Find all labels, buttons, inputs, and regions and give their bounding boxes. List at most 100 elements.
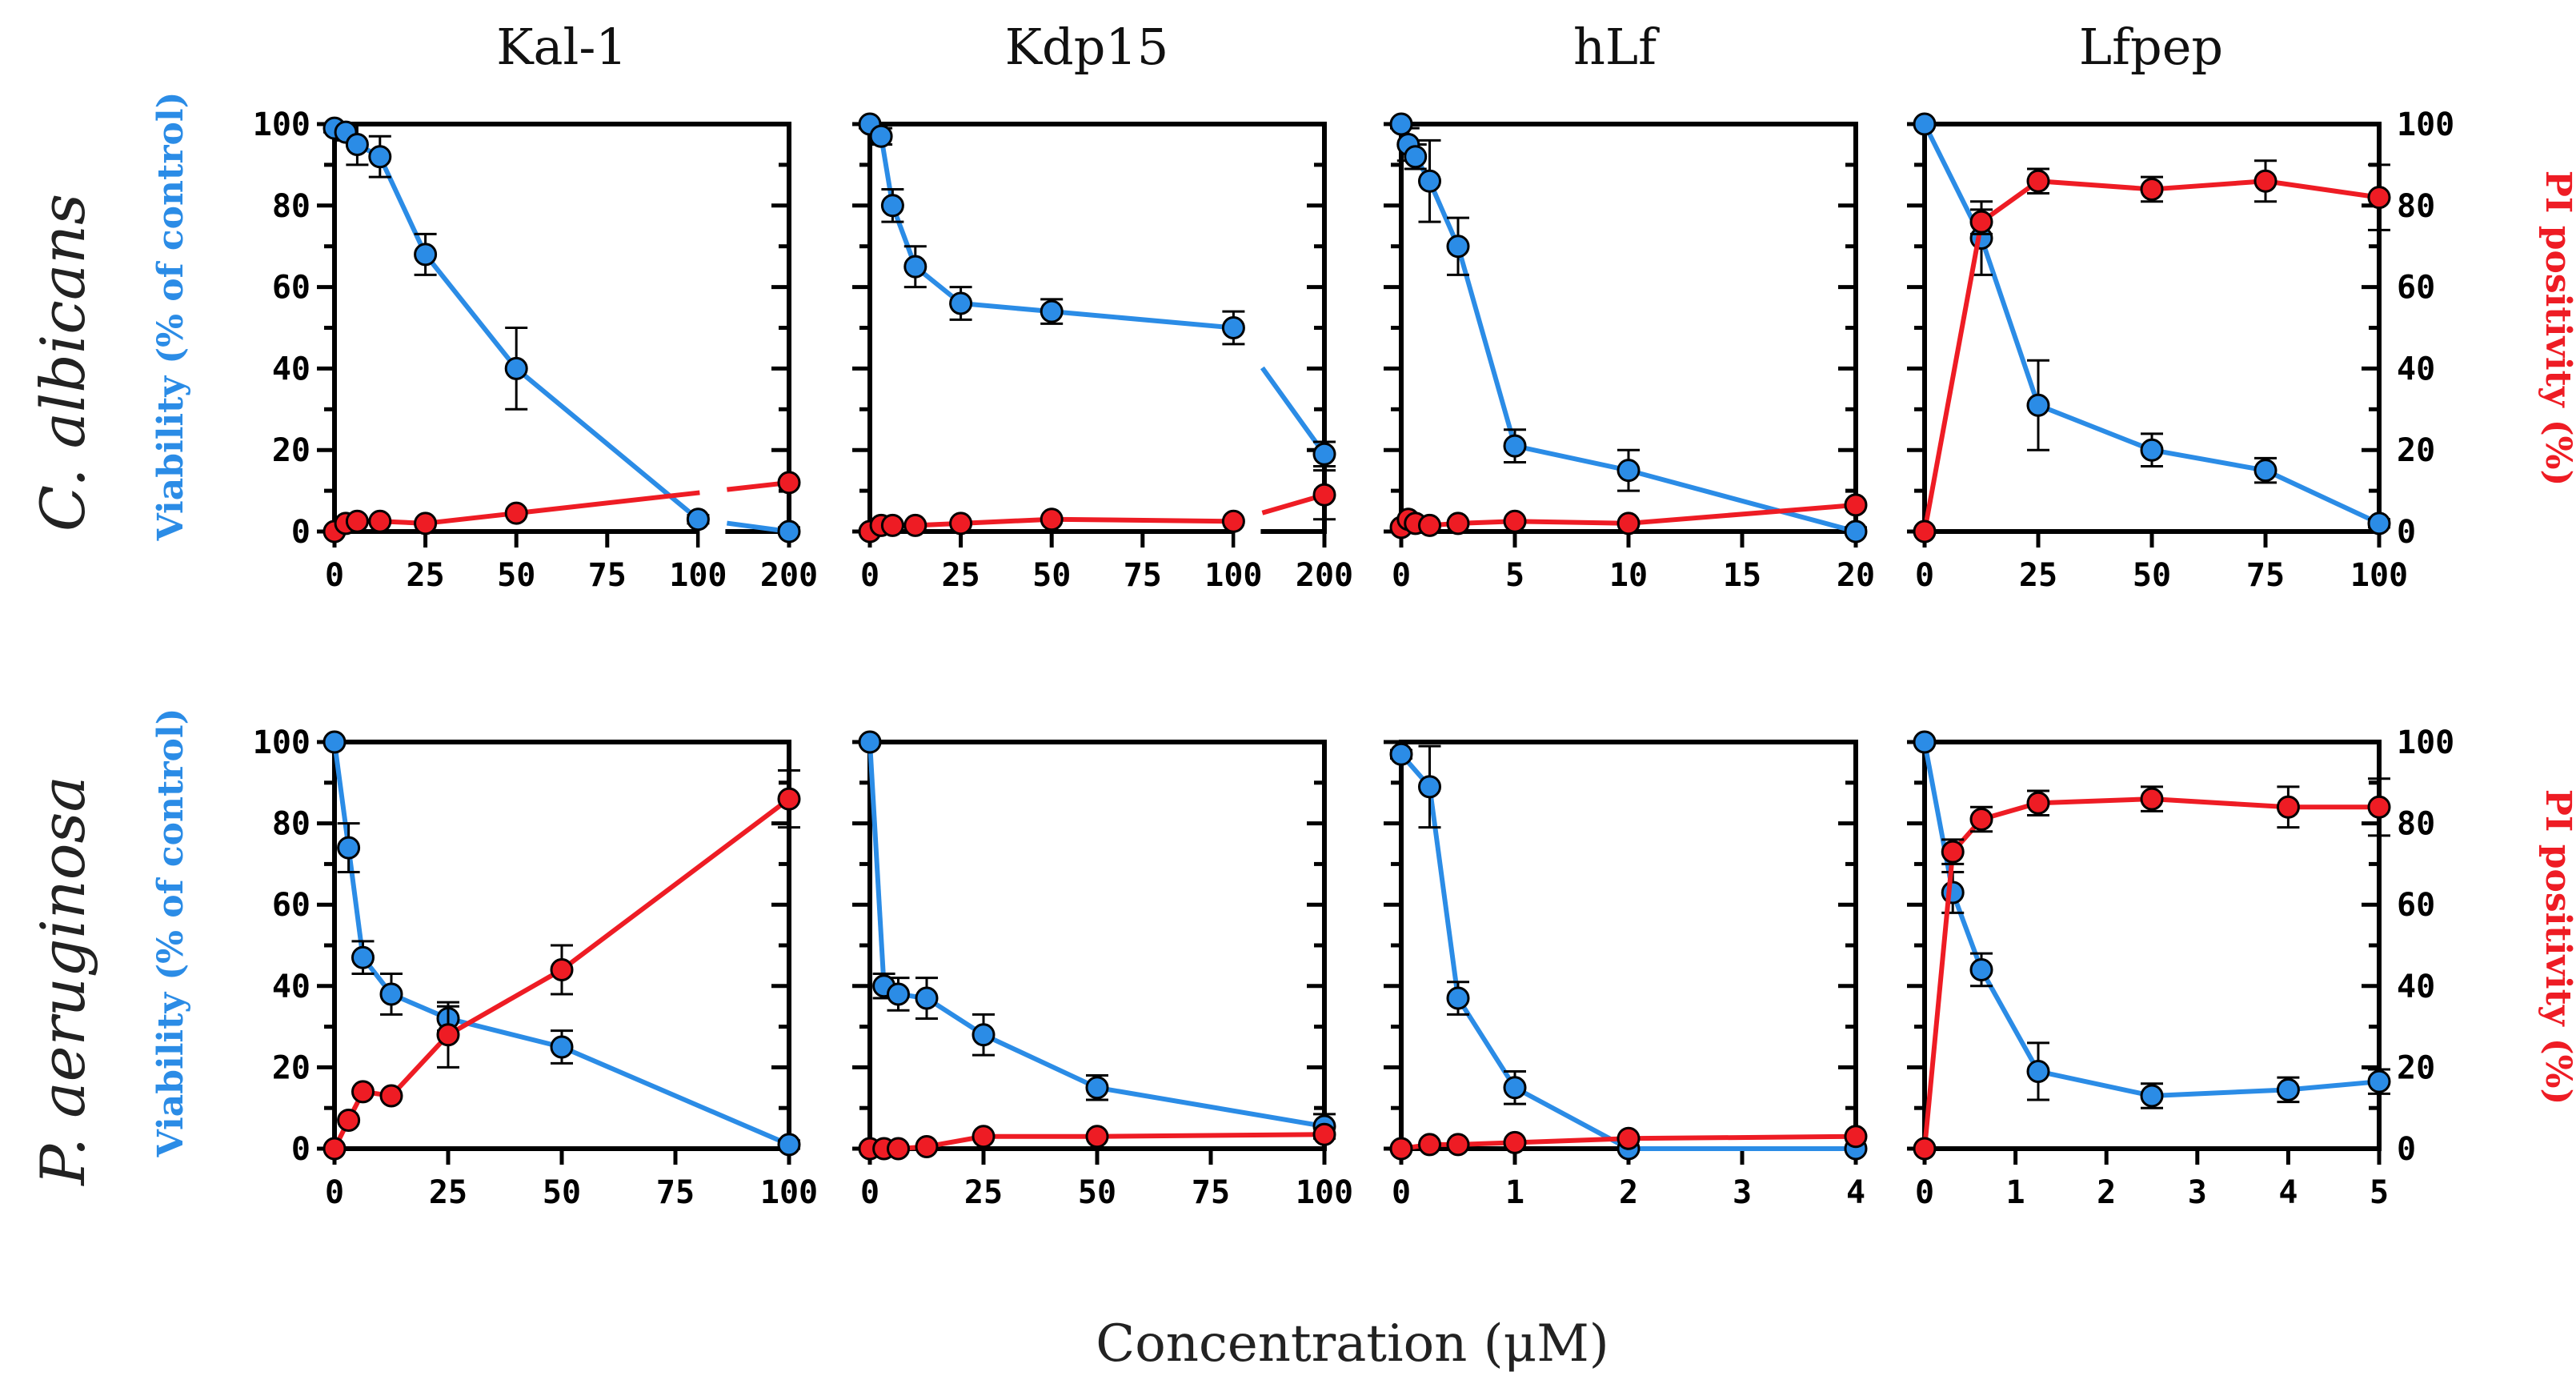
pi-point [1844,493,1868,517]
series-line [2265,179,2380,200]
series-line [1456,245,1517,447]
y-tick-label: 40 [272,351,310,387]
pi-point [2140,177,2164,201]
pi-point [1969,210,1993,234]
viability-point [414,243,438,267]
pi-series [323,471,801,544]
x-tick-label: 200 [760,557,818,594]
pi-point [2026,169,2050,193]
pi-series [1913,159,2391,544]
row-title-top: C. albicans [27,194,98,532]
x-tick-label: 4 [2278,1174,2298,1211]
series-line [378,155,428,256]
series-line [2151,447,2266,473]
viability-point [379,982,403,1006]
viability-point [1312,442,1336,466]
viability-point [887,982,910,1006]
pi-point [949,511,973,536]
pi-point [1617,1126,1641,1150]
viability-point [351,945,375,969]
viability-point [1389,742,1413,766]
y-tick-label: 20 [272,1049,310,1086]
x-tick-label: 0 [325,557,344,594]
y-tick-label: 100 [253,724,310,761]
viability-point [686,507,710,532]
y2-tick-label: 40 [2397,351,2435,387]
panel-1-4: 0 20 40 60 80 100 0 25 50 75 100 [1907,106,2454,594]
pi-point [323,1137,347,1161]
pi-point [1085,1125,1109,1149]
viability-point [1969,957,1993,981]
viability-point [1040,299,1064,323]
series-line [1096,1132,1325,1139]
pi-point [2026,791,2050,815]
series-line [2037,796,2153,806]
column-title-2: Kdp15 [1005,18,1169,76]
x-tick-label: 1 [1505,1174,1524,1211]
y-tick-label: 20 [272,432,310,469]
viability-point [1389,112,1413,136]
pi-point [972,1125,996,1149]
viability-point [368,145,392,169]
viability-point [903,255,927,279]
panel-2-1: 0 20 40 60 80 100 0 25 50 75 100 [253,724,818,1211]
series-line [389,1033,451,1098]
series-line [982,1033,1099,1090]
series-line [560,1045,791,1147]
y-tick-label: 80 [272,188,310,225]
y-tick-label: 100 [253,106,310,143]
viability-series [1913,730,2391,1109]
x-tick-label: 0 [1915,557,1934,594]
pi-point [915,1134,939,1158]
x-tick-label: 20 [1837,557,1875,594]
viability-point [550,1035,574,1059]
series-line [1456,997,1517,1089]
pi-series [858,1122,1336,1161]
series-line [1096,1085,1325,1129]
y-tick-label: 60 [272,887,310,924]
viability-point [1418,775,1441,799]
viability-point [345,132,369,156]
x-tick-label: 0 [325,1174,344,1211]
x-tick-label: 1 [2006,1174,2025,1211]
series-line [2288,1079,2380,1093]
series-line [447,967,563,1037]
x-tick-label: 100 [2350,557,2408,594]
panel-1-1: 0 20 40 60 80 100 0 25 50 75 100 200 [253,106,818,594]
series-line [423,253,519,371]
pi-point [345,509,369,533]
series-line [1427,180,1460,247]
pi-point [337,1108,361,1132]
x-tick-label: 3 [1733,1174,1752,1211]
right-axis-label-top: PI positivity (%) [2538,170,2576,487]
column-title-3: hLf [1573,18,1660,76]
series-line [2151,179,2266,192]
x-tick-label: 100 [1296,1174,1353,1211]
series-line [1950,891,1984,971]
x-tick-label: 75 [1192,1174,1230,1211]
series-line [560,796,791,972]
x-tick-label: 3 [2188,1174,2207,1211]
viability-series [1389,742,1868,1161]
axis-break [699,525,726,557]
x-tick-label: 100 [1204,557,1262,594]
series-line [1979,237,2041,407]
pi-point [1418,1133,1441,1157]
viability-point [1085,1076,1109,1100]
x-tick-label: 50 [1032,557,1071,594]
viability-series [323,116,801,544]
pi-series [1389,493,1868,540]
x-tick-label: 0 [1915,1174,1934,1211]
viability-point [1503,1076,1527,1100]
pi-series [1913,777,2391,1161]
pi-point [1389,1137,1413,1161]
series-line [1628,467,1857,534]
x-tick-label: 75 [656,1174,695,1211]
series-line [2151,1087,2289,1098]
x-tick-label: 75 [2246,557,2285,594]
pi-point [1446,1133,1470,1157]
x-tick-label: 25 [942,557,980,594]
viability-point [915,986,939,1010]
